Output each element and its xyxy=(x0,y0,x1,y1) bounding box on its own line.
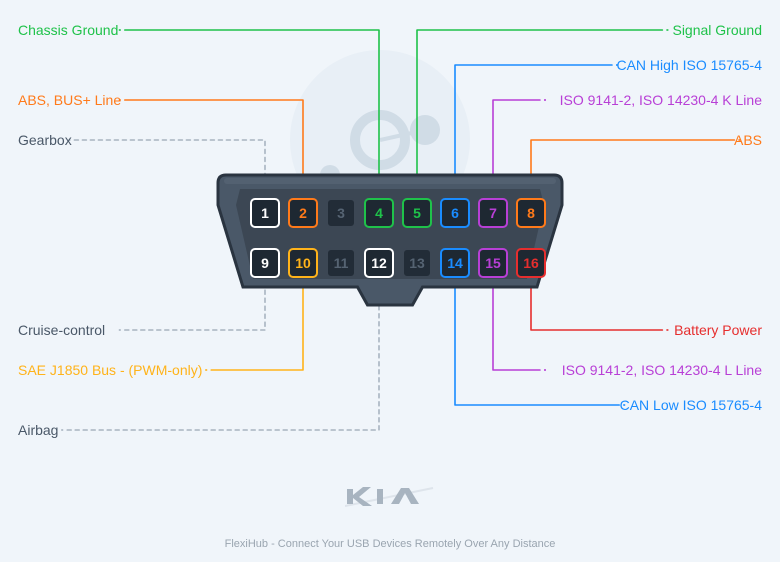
pin-4: 4 xyxy=(364,198,394,228)
footer-text: FlexiHub - Connect Your USB Devices Remo… xyxy=(0,538,780,550)
pin-16: 16 xyxy=(516,248,546,278)
label-can-high: CAN High ISO 15765-4 xyxy=(616,57,762,73)
pin-8: 8 xyxy=(516,198,546,228)
pin-5: 5 xyxy=(402,198,432,228)
pin-14: 14 xyxy=(440,248,470,278)
label-chassis-ground: Chassis Ground xyxy=(18,22,118,38)
kia-logo xyxy=(345,485,435,514)
pin-13: 13 xyxy=(402,248,432,278)
pin-10: 10 xyxy=(288,248,318,278)
label-iso-l-line: ISO 9141-2, ISO 14230-4 L Line xyxy=(562,362,762,378)
pin-2: 2 xyxy=(288,198,318,228)
pin-11: 11 xyxy=(326,248,356,278)
label-signal-ground: Signal Ground xyxy=(672,22,762,38)
pin-15: 15 xyxy=(478,248,508,278)
pin-12: 12 xyxy=(364,248,394,278)
label-iso-k-line: ISO 9141-2, ISO 14230-4 K Line xyxy=(560,92,762,108)
pin-7: 7 xyxy=(478,198,508,228)
label-abs: ABS xyxy=(734,132,762,148)
pin-9: 9 xyxy=(250,248,280,278)
label-airbag: Airbag xyxy=(18,422,58,438)
label-abs-bus: ABS, BUS+ Line xyxy=(18,92,121,108)
label-can-low: CAN Low ISO 15765-4 xyxy=(620,397,762,413)
label-sae-j1850: SAE J1850 Bus - (PWM-only) xyxy=(18,362,202,378)
pin-3: 3 xyxy=(326,198,356,228)
label-cruise-control: Cruise-control xyxy=(18,322,105,338)
label-battery-power: Battery Power xyxy=(674,322,762,338)
label-gearbox: Gearbox xyxy=(18,132,72,148)
pin-6: 6 xyxy=(440,198,470,228)
pin-1: 1 xyxy=(250,198,280,228)
